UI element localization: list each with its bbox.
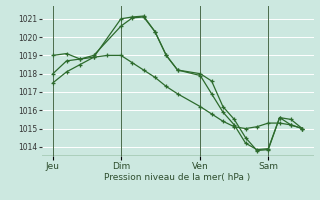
X-axis label: Pression niveau de la mer( hPa ): Pression niveau de la mer( hPa )	[104, 173, 251, 182]
